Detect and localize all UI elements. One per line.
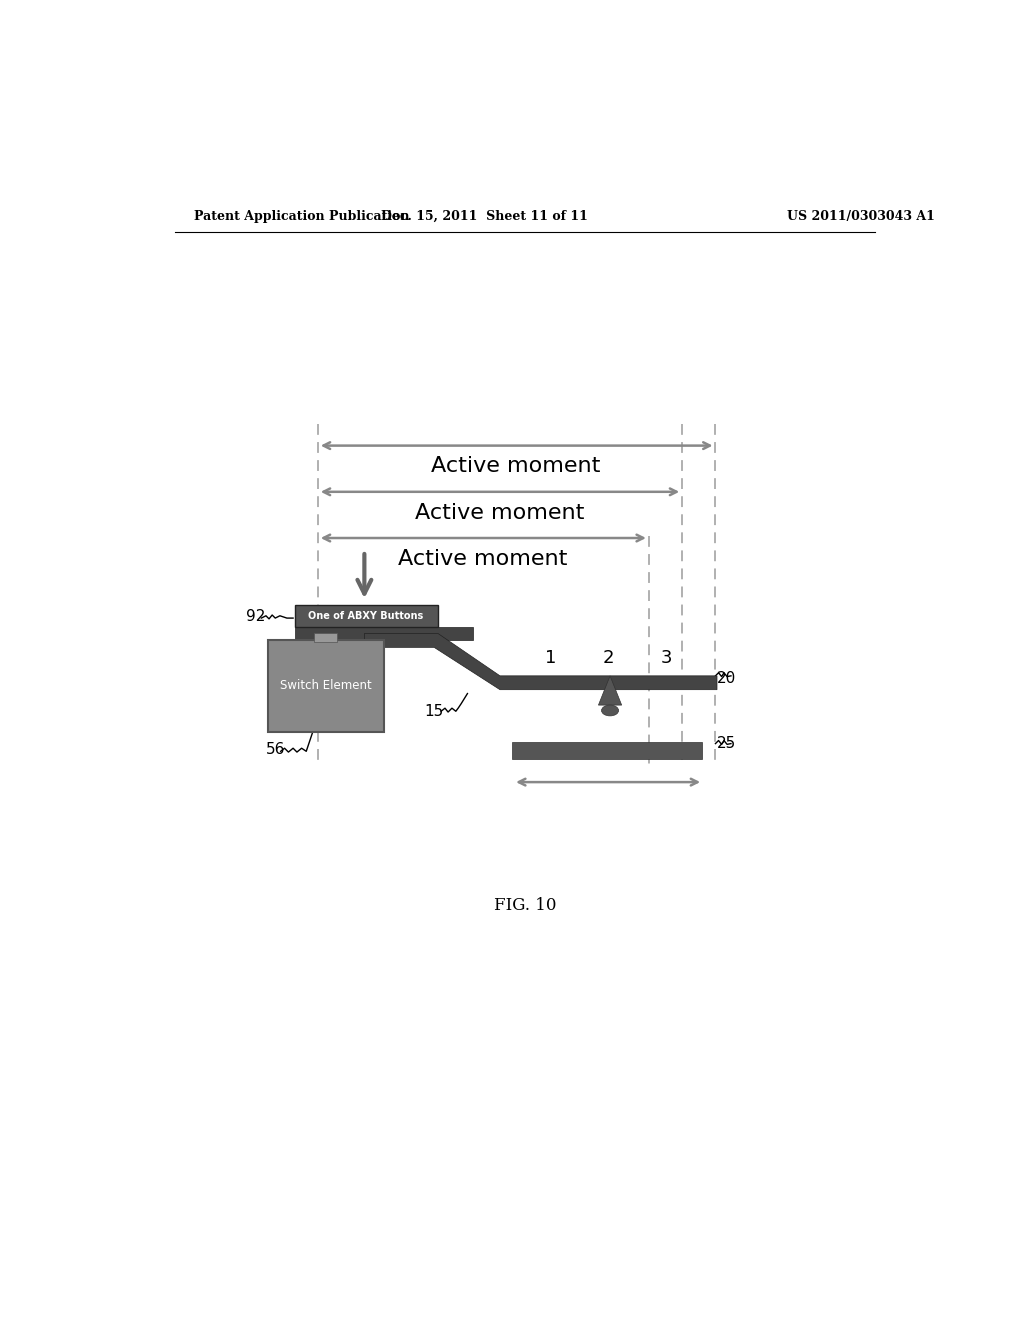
Text: Switch Element: Switch Element: [280, 680, 372, 693]
Text: 20: 20: [717, 671, 736, 685]
Text: Patent Application Publication: Patent Application Publication: [194, 210, 410, 223]
Text: One of ABXY Buttons: One of ABXY Buttons: [308, 611, 424, 620]
Text: 2: 2: [603, 648, 614, 667]
Text: 92: 92: [246, 609, 265, 624]
Polygon shape: [598, 676, 622, 705]
Text: 1: 1: [545, 648, 556, 667]
Text: 15: 15: [425, 704, 443, 719]
Text: Active moment: Active moment: [431, 457, 600, 477]
Polygon shape: [365, 634, 717, 689]
Text: 56: 56: [265, 742, 285, 758]
Text: Dec. 15, 2011  Sheet 11 of 11: Dec. 15, 2011 Sheet 11 of 11: [381, 210, 588, 223]
Text: Active moment: Active moment: [416, 503, 585, 523]
Text: 25: 25: [717, 737, 736, 751]
Text: Active moment: Active moment: [398, 549, 567, 569]
Bar: [295, 605, 438, 627]
Text: 3: 3: [660, 648, 673, 667]
Text: FIG. 10: FIG. 10: [494, 896, 556, 913]
Bar: [314, 632, 337, 642]
Ellipse shape: [601, 705, 618, 715]
Bar: [295, 627, 473, 640]
Bar: [267, 640, 384, 733]
Text: US 2011/0303043 A1: US 2011/0303043 A1: [786, 210, 935, 223]
Bar: [512, 742, 701, 759]
